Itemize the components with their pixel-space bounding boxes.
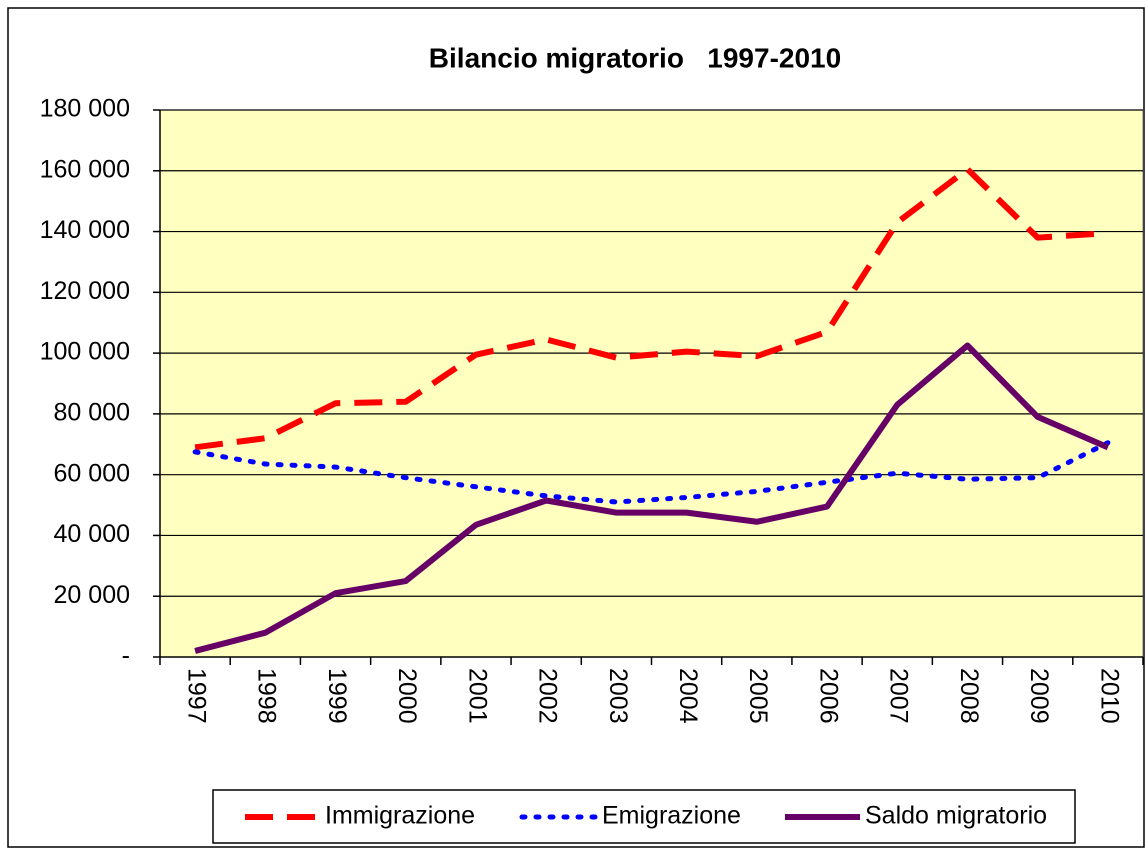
line-series — [194, 342, 1110, 654]
x-tick-label: 2001 — [463, 668, 491, 724]
line-series — [194, 166, 1109, 451]
y-tick-label: 40 000 — [54, 520, 130, 548]
legend-label: Emigrazione — [602, 802, 741, 830]
line-series — [192, 440, 1111, 505]
plot-area — [159, 109, 1144, 658]
y-tick-label: 180 000 — [40, 95, 130, 123]
x-tick-label: 2003 — [604, 668, 632, 724]
x-tick-label: 2002 — [534, 668, 562, 724]
x-tick-label: 2004 — [674, 668, 702, 724]
y-tick-label: 160 000 — [40, 155, 130, 183]
legend-label: Saldo migratorio — [865, 802, 1047, 830]
chart-title: Bilancio migratorio 1997-2010 — [429, 42, 841, 73]
x-tick-label: 1997 — [182, 668, 210, 724]
x-tick-label: 2006 — [814, 668, 842, 724]
y-tick-label: 60 000 — [54, 459, 130, 487]
y-tick-label: 120 000 — [40, 277, 130, 305]
y-tick-label: 20 000 — [54, 581, 130, 609]
x-tick-label: 2008 — [955, 668, 983, 724]
y-tick-label: 100 000 — [40, 338, 130, 366]
legend-box — [212, 789, 1076, 844]
x-tick-label: 2007 — [885, 668, 913, 724]
y-tick-label: 80 000 — [54, 398, 130, 426]
x-tick-label: 2010 — [1095, 668, 1123, 724]
y-tick-label: 140 000 — [40, 216, 130, 244]
x-tick-label: 1999 — [323, 668, 351, 724]
x-tick-label: 2009 — [1025, 668, 1053, 724]
x-tick-label: 1998 — [253, 668, 281, 724]
x-tick-label: 2000 — [393, 668, 421, 724]
y-tick-label: - — [122, 642, 130, 670]
x-tick-label: 2005 — [744, 668, 772, 724]
legend-label: Immigrazione — [325, 802, 475, 830]
